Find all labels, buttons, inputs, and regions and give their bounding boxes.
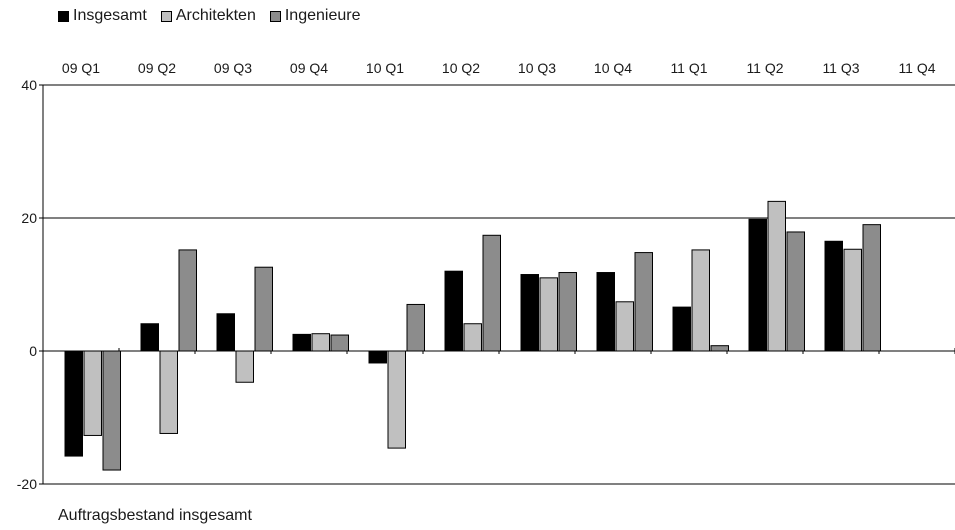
bar-insgesamt-09-q2: [140, 323, 159, 352]
bar-ingenieure-09-q2: [178, 249, 197, 352]
bar-insgesamt-11-q2: [748, 218, 767, 352]
category-label: 11 Q1: [670, 60, 707, 76]
bar-architekten-11-q2: [767, 200, 786, 352]
bar-ingenieure-10-q4: [634, 252, 653, 352]
bar-architekten-10-q4: [615, 301, 634, 352]
bar-ingenieure-11-q2: [786, 231, 805, 352]
y-tick-label: 20: [21, 210, 37, 226]
bar-architekten-09-q4: [311, 333, 330, 352]
legend: Insgesamt Architekten Ingenieure: [58, 6, 360, 26]
bar-architekten-11-q1: [691, 249, 710, 352]
y-tick-label: 40: [21, 77, 37, 93]
bar-architekten-11-q3: [843, 248, 862, 352]
category-label: 10 Q3: [518, 60, 556, 76]
category-label: 10 Q4: [594, 60, 632, 76]
bar-ingenieure-11-q1: [710, 345, 729, 352]
legend-swatch-ingenieure: [269, 10, 281, 22]
bar-architekten-10-q1: [387, 350, 406, 449]
bar-architekten-09-q2: [159, 350, 178, 434]
category-label: 10 Q2: [442, 60, 480, 76]
legend-swatch-architekten: [160, 10, 172, 22]
bar-ingenieure-10-q3: [558, 272, 577, 352]
bar-insgesamt-09-q3: [216, 313, 235, 352]
bar-insgesamt-10-q4: [596, 272, 615, 352]
bar-insgesamt-10-q2: [444, 270, 463, 352]
bar-architekten-09-q3: [235, 350, 254, 383]
category-label: 09 Q3: [214, 60, 252, 76]
category-label: 09 Q4: [290, 60, 328, 76]
category-label: 11 Q3: [822, 60, 859, 76]
bar-architekten-10-q3: [539, 277, 558, 352]
legend-label-insgesamt: Insgesamt: [73, 7, 147, 24]
bar-ingenieure-09-q1: [102, 350, 121, 471]
bar-insgesamt-11-q1: [672, 306, 691, 352]
category-label: 09 Q1: [62, 60, 100, 76]
legend-label-architekten: Architekten: [175, 7, 256, 24]
bar-ingenieure-09-q3: [254, 266, 273, 352]
bar-insgesamt-11-q3: [824, 240, 843, 352]
chart-caption: Auftragsbestand insgesamt: [58, 507, 252, 524]
category-label: 11 Q2: [746, 60, 783, 76]
bar-ingenieure-10-q1: [406, 303, 425, 352]
bar-ingenieure-09-q4: [330, 334, 349, 352]
category-label: 09 Q2: [138, 60, 176, 76]
bar-architekten-10-q2: [463, 323, 482, 352]
legend-swatch-insgesamt: [58, 10, 69, 22]
legend-label-ingenieure: Ingenieure: [284, 7, 361, 24]
legend-item-insgesamt: Insgesamt: [58, 6, 147, 26]
bar-insgesamt-10-q3: [520, 274, 539, 352]
bar-insgesamt-09-q4: [292, 333, 311, 352]
y-tick-label: -20: [17, 476, 37, 492]
legend-item-ingenieure: Ingenieure: [269, 6, 361, 26]
bar-insgesamt-09-q1: [64, 350, 83, 457]
y-tick-label: 0: [29, 343, 37, 359]
category-label: 11 Q4: [898, 60, 935, 76]
bar-architekten-09-q1: [83, 350, 102, 436]
category-label: 10 Q1: [366, 60, 404, 76]
bar-ingenieure-11-q3: [862, 224, 881, 352]
bar-insgesamt-10-q1: [368, 350, 387, 364]
legend-item-architekten: Architekten: [160, 6, 256, 26]
bar-ingenieure-10-q2: [482, 234, 501, 352]
